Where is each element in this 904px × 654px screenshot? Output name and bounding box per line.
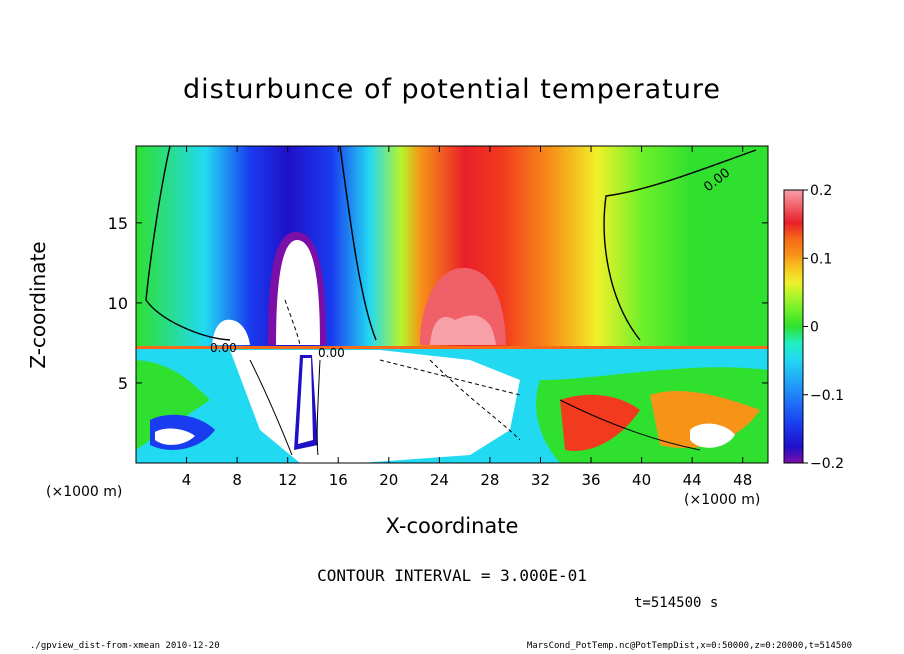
contour-label: 0.00 bbox=[210, 341, 237, 355]
x-multiplier-left: (×1000 m) bbox=[46, 484, 123, 500]
x-tick-label: 4 bbox=[182, 471, 192, 489]
x-multiplier-right: (×1000 m) bbox=[684, 492, 761, 508]
chart-title: disturbunce of potential temperature bbox=[183, 74, 721, 105]
x-tick-label: 28 bbox=[480, 471, 499, 489]
y-tick-label: 5 bbox=[118, 374, 128, 393]
x-tick-label: 32 bbox=[531, 471, 550, 489]
colorbar-tick-label: 0.1 bbox=[810, 251, 832, 267]
x-tick-label: 44 bbox=[683, 471, 702, 489]
time-stamp: t=514500 s bbox=[634, 595, 719, 611]
colorbar-tick-label: 0.2 bbox=[810, 183, 832, 199]
colorbar-tick-label: −0.2 bbox=[810, 456, 844, 472]
contour-interval: CONTOUR INTERVAL = 3.000E-01 bbox=[317, 566, 587, 585]
x-tick-label: 20 bbox=[379, 471, 398, 489]
x-tick-label: 48 bbox=[733, 471, 752, 489]
y-tick-label: 15 bbox=[108, 214, 128, 233]
colorbar-tick-label: −0.1 bbox=[810, 388, 844, 404]
x-axis: 4 8 12 16 20 24 28 32 36 40 44 48 bbox=[182, 146, 752, 489]
x-tick-label: 36 bbox=[581, 471, 600, 489]
x-axis-label: X-coordinate bbox=[385, 514, 519, 538]
x-tick-label: 24 bbox=[430, 471, 449, 489]
colorbar bbox=[783, 189, 804, 464]
y-axis-label: Z-coordinate bbox=[26, 241, 50, 369]
footer-left: ./gpview_dist-from-xmean 2010-12-20 bbox=[30, 641, 220, 651]
x-tick-label: 8 bbox=[232, 471, 242, 489]
plot-frame bbox=[135, 145, 769, 464]
x-tick-label: 40 bbox=[632, 471, 651, 489]
heatmap-field bbox=[136, 146, 768, 463]
y-axis: 5 10 15 bbox=[108, 214, 768, 393]
footer-right: MarsCond_PotTemp.nc@PotTempDist,x=0:5000… bbox=[526, 641, 852, 651]
x-tick-label: 16 bbox=[329, 471, 348, 489]
colorbar-tick-label: 0 bbox=[810, 320, 819, 336]
contour-label: 0.00 bbox=[318, 346, 345, 360]
colorbar-axis: 0.2 0.1 0 −0.1 −0.2 bbox=[803, 183, 844, 472]
x-tick-label: 12 bbox=[278, 471, 297, 489]
y-tick-label: 10 bbox=[108, 294, 128, 313]
